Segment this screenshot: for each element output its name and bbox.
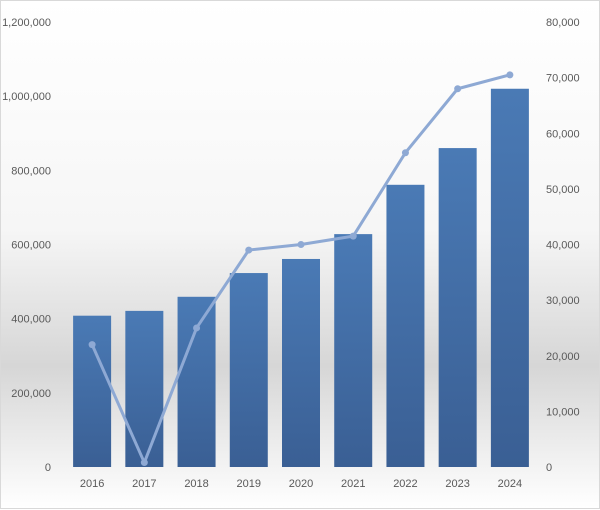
left-tick-label: 400,000 [11, 314, 51, 326]
right-tick-label: 50,000 [546, 184, 580, 196]
bar-2022 [386, 184, 425, 467]
line-point-2019 [245, 246, 253, 254]
bar-2017 [125, 310, 164, 467]
right-tick-label: 40,000 [546, 240, 580, 252]
left-tick-label: 0 [45, 462, 51, 474]
right-tick-label: 20,000 [546, 351, 580, 363]
line-point-2024 [506, 71, 514, 79]
left-tick-label: 200,000 [11, 388, 51, 400]
right-axis: 0 10,000 20,000 30,000 40,000 50,000 60,000 70,… [546, 17, 580, 474]
left-tick-label: 1,200,000 [2, 17, 51, 29]
left-tick-label: 1,000,000 [2, 91, 51, 103]
x-tick-label: 2020 [289, 478, 313, 490]
line-point-2020 [297, 241, 305, 248]
line-point-2023 [454, 85, 462, 93]
right-tick-label: 80,000 [546, 17, 580, 29]
left-tick-label: 800,000 [11, 165, 51, 177]
line-point-2021 [349, 232, 357, 240]
line-point-2018 [193, 324, 201, 332]
x-tick-label: 2024 [498, 478, 522, 490]
bar-2021 [334, 234, 373, 467]
line-series [88, 71, 514, 467]
line-point-2022 [401, 149, 409, 157]
bar-2024 [490, 88, 529, 467]
x-tick-label: 2019 [237, 478, 261, 490]
bar-2023 [438, 148, 477, 468]
x-tick-label: 2016 [80, 478, 104, 490]
right-tick-label: 30,000 [546, 295, 580, 307]
x-tick-label: 2021 [341, 478, 365, 490]
x-tick-label: 2018 [184, 478, 208, 490]
bar-2016 [73, 315, 112, 467]
right-tick-label: 70,000 [546, 73, 580, 85]
bar-2018 [177, 296, 216, 467]
line-point-2016 [88, 341, 96, 349]
right-tick-label: 10,000 [546, 406, 580, 418]
line-point-2017 [140, 459, 148, 467]
bar-2019 [229, 273, 268, 467]
x-tick-label: 2017 [132, 478, 156, 490]
right-tick-label: 60,000 [546, 128, 580, 140]
left-axis: 0 200,000 400,000 600,000 800,000 1,000,000 1,… [2, 17, 51, 474]
bar-2020 [282, 258, 320, 467]
x-tick-label: 2022 [393, 478, 417, 490]
x-tick-label: 2023 [445, 478, 469, 490]
x-axis: 2016 2017 2018 2019 2020 2021 2022 2023 2024 [80, 478, 522, 490]
left-tick-label: 600,000 [11, 240, 51, 252]
right-tick-label: 0 [546, 462, 552, 474]
bar-series [73, 88, 529, 468]
